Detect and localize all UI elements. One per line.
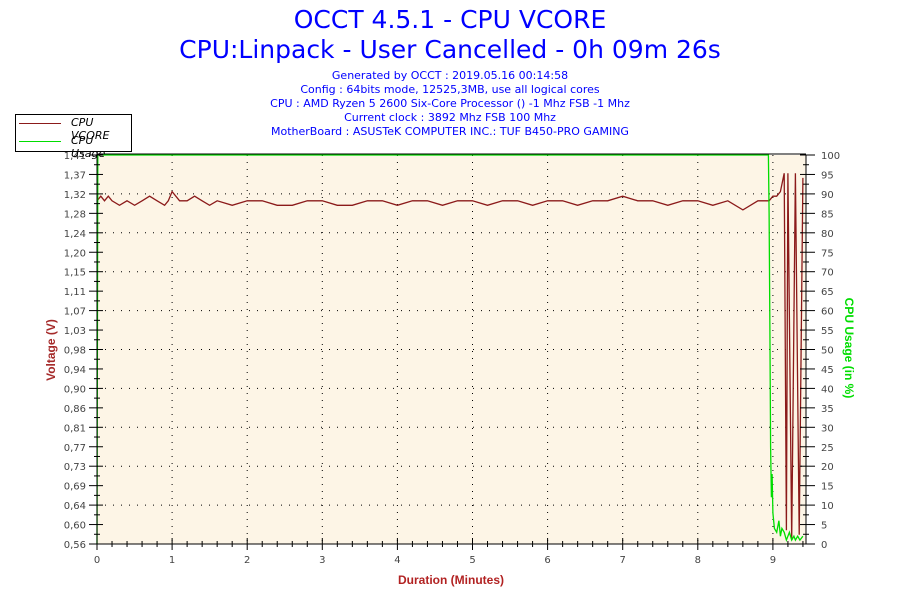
svg-text:1,03: 1,03 [64,326,86,337]
usage-line [96,154,804,545]
info-cpu: CPU : AMD Ryzen 5 2600 Six-Core Processo… [270,97,630,110]
legend-item-vcore: CPU VCORE [16,115,131,142]
svg-text:1,11: 1,11 [64,287,86,298]
svg-text:45: 45 [821,365,834,376]
svg-text:90: 90 [821,190,834,201]
svg-text:0,77: 0,77 [64,443,86,454]
legend: CPU VCORE CPU Usage [15,114,132,160]
vcore-swatch-icon [19,123,61,124]
svg-text:55: 55 [821,326,834,337]
svg-text:80: 80 [821,229,834,240]
chart-subtitle: CPU:Linpack - User Cancelled - 0h 09m 26… [179,35,721,64]
svg-text:30: 30 [821,423,834,434]
svg-text:2: 2 [244,555,250,566]
svg-text:0,56: 0,56 [64,540,86,551]
svg-text:1,37: 1,37 [64,170,86,181]
usage-swatch-icon [19,141,61,142]
svg-text:5: 5 [469,555,475,566]
svg-text:9: 9 [770,555,776,566]
svg-text:35: 35 [821,404,834,415]
svg-text:1: 1 [169,555,175,566]
svg-text:70: 70 [821,268,834,279]
info-clock: Current clock : 3892 Mhz FSB 100 Mhz [344,111,556,124]
axes: 1,41 1,37 1,32 1,28 1,24 1,20 1,15 1,11 1,07 1,03… [64,151,840,566]
legend-label-usage: CPU Usage [71,134,106,160]
svg-text:4: 4 [394,555,400,566]
info-generated: Generated by OCCT : 2019.05.16 00:14:58 [331,69,569,82]
svg-text:10: 10 [821,501,834,512]
plot-area [97,155,806,544]
svg-text:20: 20 [821,462,834,473]
svg-text:3: 3 [319,555,325,566]
svg-text:0,94: 0,94 [64,365,86,376]
info-config: Config : 64bits mode, 12525,3MB, use all… [300,83,600,96]
left-axis-title: Voltage (V) [44,319,58,381]
svg-text:7: 7 [620,555,626,566]
svg-text:0: 0 [94,555,100,566]
svg-text:1,07: 1,07 [64,307,86,318]
svg-text:0,69: 0,69 [64,482,86,493]
svg-text:40: 40 [821,384,834,395]
svg-text:1,41: 1,41 [64,151,86,162]
svg-text:60: 60 [821,307,834,318]
svg-text:15: 15 [821,482,834,493]
svg-text:75: 75 [821,248,834,259]
svg-text:1,24: 1,24 [64,229,86,240]
svg-text:0,60: 0,60 [64,521,86,532]
svg-text:50: 50 [821,346,834,357]
right-axis-title: CPU Usage (in %) [842,298,856,399]
svg-text:0,90: 0,90 [64,384,86,395]
svg-text:1,20: 1,20 [64,248,86,259]
svg-text:25: 25 [821,443,834,454]
legend-item-usage: CPU Usage [16,133,131,160]
svg-text:8: 8 [695,555,701,566]
svg-text:0,73: 0,73 [64,462,86,473]
svg-text:0,86: 0,86 [64,404,86,415]
svg-text:100: 100 [821,151,840,162]
svg-text:1,15: 1,15 [64,268,86,279]
svg-text:1,28: 1,28 [64,209,86,220]
chart-title: OCCT 4.5.1 - CPU VCORE [293,5,607,34]
svg-text:1,32: 1,32 [64,190,86,201]
svg-text:95: 95 [821,170,834,181]
svg-text:0,98: 0,98 [64,346,86,357]
svg-text:6: 6 [544,555,550,566]
legend-label-vcore: CPU VCORE [71,116,110,142]
svg-text:5: 5 [821,521,827,532]
svg-text:85: 85 [821,209,834,220]
x-axis-title: Duration (Minutes) [398,573,504,587]
svg-text:0,81: 0,81 [64,423,86,434]
svg-text:65: 65 [821,287,834,298]
vcore-line [96,173,804,540]
info-motherboard: MotherBoard : ASUSTeK COMPUTER INC.: TUF… [271,125,629,138]
svg-text:0,64: 0,64 [64,501,86,512]
svg-text:0: 0 [821,540,827,551]
